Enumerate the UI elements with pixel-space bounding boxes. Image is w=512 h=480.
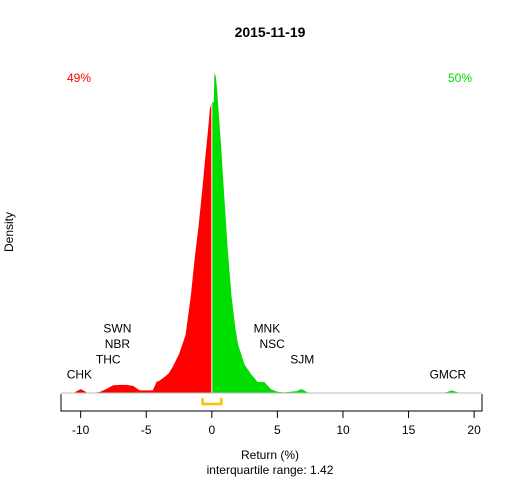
y-axis-label: Density xyxy=(2,212,16,252)
x-tick-label: 10 xyxy=(336,423,350,437)
x-axis-label: Return (%) xyxy=(241,448,299,462)
x-tick-label: -5 xyxy=(141,423,152,437)
chart-title: 2015-11-19 xyxy=(235,24,306,40)
x-tick-label: 20 xyxy=(467,423,481,437)
ticker-label: SJM xyxy=(290,352,314,366)
x-tick-label: -10 xyxy=(72,423,90,437)
ticker-label: NBR xyxy=(105,337,131,351)
x-axis: -10 -5 0 5 10 15 20 xyxy=(60,392,483,437)
ticker-label: CHK xyxy=(67,368,92,382)
iqr-bracket xyxy=(201,398,223,406)
ticker-label: MNK xyxy=(254,322,281,336)
ticker-label: NSC xyxy=(260,337,286,351)
negative-return-area xyxy=(74,102,212,394)
ticker-label: THC xyxy=(96,352,121,366)
x-tick-label: 15 xyxy=(402,423,416,437)
ticker-label: GMCR xyxy=(430,368,467,382)
x-tick-label: 0 xyxy=(208,423,215,437)
density-areas xyxy=(74,73,460,394)
plot-frame xyxy=(60,394,483,412)
positive-share-label: 50% xyxy=(448,71,472,85)
negative-share-label: 49% xyxy=(67,71,91,85)
iqr-caption: interquartile range: 1.42 xyxy=(207,463,334,477)
x-tick-label: 5 xyxy=(274,423,281,437)
positive-return-area xyxy=(211,73,460,393)
ticker-label: SWN xyxy=(103,322,131,336)
